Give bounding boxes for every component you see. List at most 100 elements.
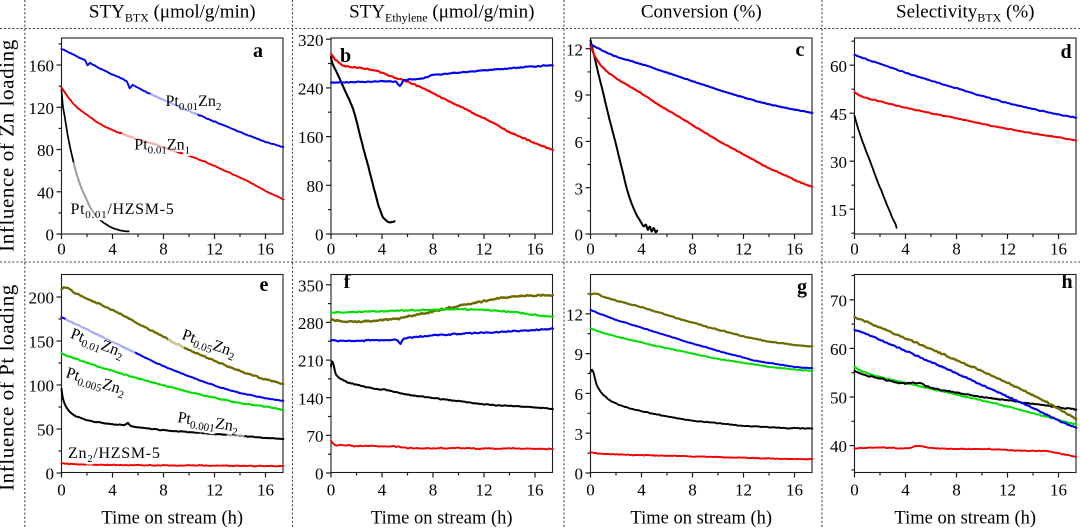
svg-text:12: 12 [476,480,493,499]
svg-text:140: 140 [298,389,324,408]
svg-text:15: 15 [830,201,847,220]
svg-text:16: 16 [527,240,544,259]
svg-text:6: 6 [575,385,584,404]
svg-text:0: 0 [586,480,595,499]
svg-text:STYEthylene (μmol/g/min): STYEthylene (μmol/g/min) [349,2,534,25]
svg-text:8: 8 [688,480,697,499]
svg-text:Pt0.001Zn2: Pt0.001Zn2 [176,409,240,438]
svg-text:12: 12 [566,305,583,324]
svg-text:4: 4 [108,480,117,499]
svg-text:0: 0 [46,465,55,484]
svg-text:12: 12 [999,240,1016,259]
svg-text:4: 4 [901,480,910,499]
svg-text:g: g [797,276,807,298]
svg-text:Pt0.01Zn2: Pt0.01Zn2 [166,93,222,113]
svg-text:Zn2/HZSM-5: Zn2/HZSM-5 [68,445,161,465]
svg-text:12: 12 [566,40,583,59]
svg-text:Time on stream (h): Time on stream (h) [894,508,1036,527]
svg-text:8: 8 [952,240,961,259]
svg-text:0: 0 [315,226,324,245]
svg-text:50: 50 [37,421,54,440]
svg-text:4: 4 [901,240,910,259]
svg-text:0: 0 [850,480,859,499]
svg-text:12: 12 [999,480,1016,499]
svg-text:100: 100 [29,377,55,396]
svg-text:Time on stream (h): Time on stream (h) [630,508,772,527]
svg-text:0: 0 [575,226,584,245]
svg-text:16: 16 [527,480,544,499]
svg-text:e: e [260,274,269,296]
svg-text:4: 4 [108,240,117,259]
svg-text:70: 70 [307,427,324,446]
svg-text:160: 160 [29,57,55,76]
svg-text:SelectivityBTX (%): SelectivityBTX (%) [896,2,1035,25]
svg-text:16: 16 [1050,480,1067,499]
svg-text:8: 8 [429,480,438,499]
svg-text:12: 12 [735,240,752,259]
svg-text:8: 8 [159,480,168,499]
svg-text:8: 8 [688,240,697,259]
svg-text:350: 350 [298,276,324,295]
svg-text:Influence of Zn loading: Influence of Zn loading [0,39,19,252]
svg-text:Pt0.01/HZSM-5: Pt0.01/HZSM-5 [71,201,175,221]
svg-text:45: 45 [830,105,847,124]
svg-text:4: 4 [378,480,387,499]
svg-text:0: 0 [586,240,595,259]
svg-text:Conversion (%): Conversion (%) [641,2,762,23]
svg-text:4: 4 [378,240,387,259]
svg-text:60: 60 [830,340,847,359]
svg-text:8: 8 [429,240,438,259]
svg-text:0: 0 [315,465,324,484]
svg-text:16: 16 [257,240,274,259]
svg-text:16: 16 [786,480,803,499]
svg-text:6: 6 [575,133,584,152]
svg-text:40: 40 [830,437,847,456]
svg-text:0: 0 [57,240,66,259]
svg-text:80: 80 [37,141,54,160]
svg-text:210: 210 [298,352,324,371]
svg-text:Pt0.01Zn1: Pt0.01Zn1 [134,137,190,157]
svg-text:0: 0 [327,240,336,259]
svg-text:Time on stream (h): Time on stream (h) [371,508,513,527]
svg-text:200: 200 [29,289,55,308]
svg-text:f: f [344,271,351,293]
svg-text:c: c [796,39,805,61]
svg-text:150: 150 [29,333,55,352]
svg-text:320: 320 [298,31,324,50]
svg-text:12: 12 [735,480,752,499]
svg-text:0: 0 [850,240,859,259]
svg-text:h: h [1061,271,1072,293]
svg-text:60: 60 [830,57,847,76]
svg-text:70: 70 [830,291,847,310]
svg-text:9: 9 [575,345,584,364]
svg-text:4: 4 [637,480,646,499]
svg-text:16: 16 [1050,240,1067,259]
svg-text:0: 0 [327,480,336,499]
svg-text:16: 16 [786,240,803,259]
svg-text:120: 120 [29,99,55,118]
svg-text:4: 4 [637,240,646,259]
svg-text:0: 0 [575,465,584,484]
svg-text:Zn2/HZSM-5: Zn2/HZSM-5 [68,445,161,465]
svg-text:0: 0 [46,226,55,245]
svg-text:Influence of Pt loading: Influence of Pt loading [0,284,19,491]
svg-text:9: 9 [575,87,584,106]
svg-text:12: 12 [206,240,223,259]
svg-text:d: d [1060,41,1071,63]
svg-text:STYBTX (μmol/g/min): STYBTX (μmol/g/min) [89,2,256,25]
svg-text:0: 0 [57,480,66,499]
svg-text:8: 8 [952,480,961,499]
svg-text:240: 240 [298,80,324,99]
svg-text:3: 3 [575,179,584,198]
svg-text:30: 30 [830,153,847,172]
svg-text:160: 160 [298,128,324,147]
svg-text:b: b [340,45,351,67]
svg-text:12: 12 [476,240,493,259]
svg-text:16: 16 [257,480,274,499]
svg-text:40: 40 [37,183,54,202]
svg-text:50: 50 [830,389,847,408]
svg-text:Time on stream (h): Time on stream (h) [101,508,243,527]
svg-text:Pt0.01/HZSM-5: Pt0.01/HZSM-5 [71,201,175,221]
svg-text:a: a [253,40,263,62]
svg-text:12: 12 [206,480,223,499]
